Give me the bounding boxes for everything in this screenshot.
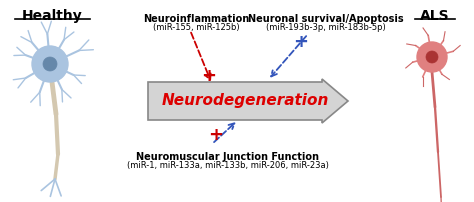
Text: ALS: ALS — [420, 9, 450, 23]
Circle shape — [43, 57, 57, 71]
Circle shape — [426, 51, 438, 63]
Circle shape — [417, 42, 447, 72]
Text: (miR-1, miR-133a, miR-133b, miR-206, miR-23a): (miR-1, miR-133a, miR-133b, miR-206, miR… — [127, 161, 329, 170]
Text: +: + — [209, 126, 224, 144]
Text: +: + — [293, 33, 309, 51]
Text: Neuromuscular Junction Function: Neuromuscular Junction Function — [137, 152, 319, 162]
Text: Neuronal survival/Apoptosis: Neuronal survival/Apoptosis — [248, 14, 404, 24]
Text: +: + — [201, 67, 217, 85]
FancyArrow shape — [148, 79, 348, 123]
Circle shape — [32, 46, 68, 82]
Text: Healthy: Healthy — [22, 9, 82, 23]
Text: (miR-155, miR-125b): (miR-155, miR-125b) — [153, 23, 239, 32]
Text: Neuroinflammation: Neuroinflammation — [143, 14, 249, 24]
Text: Neurodegeneration: Neurodegeneration — [161, 94, 328, 108]
Text: (miR-193b-3p, miR-183b-5p): (miR-193b-3p, miR-183b-5p) — [266, 23, 386, 32]
